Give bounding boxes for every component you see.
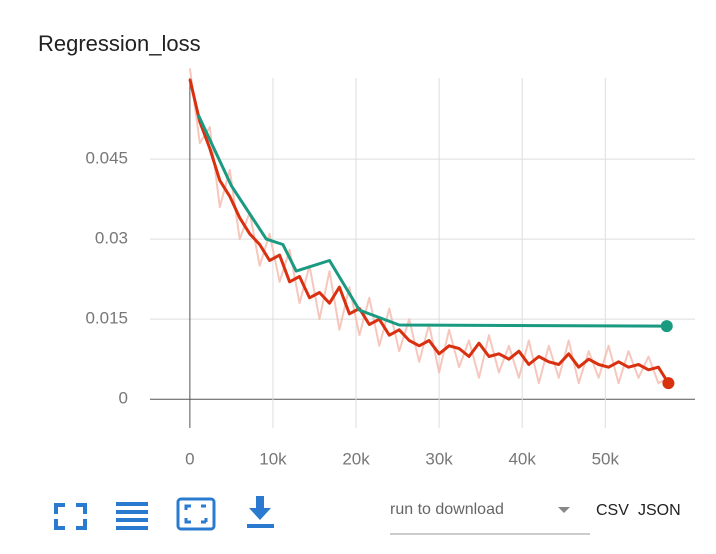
chart-title: Regression_loss [38, 31, 201, 56]
x-tick-label: 30k [425, 449, 453, 468]
csv-link[interactable]: CSV [596, 502, 629, 519]
fit-domain-button[interactable] [176, 497, 216, 531]
run-select[interactable]: run to download [390, 501, 504, 518]
y-tick-label: 0 [119, 389, 128, 408]
y-tick-label: 0.045 [85, 149, 128, 168]
x-tick-label: 50k [592, 449, 620, 468]
log-scale-button[interactable] [116, 502, 148, 530]
download-button[interactable] [247, 496, 274, 528]
series-line [188, 78, 670, 384]
fullscreen-button[interactable] [54, 503, 87, 530]
x-tick-label: 40k [508, 449, 536, 468]
dropdown-arrow[interactable] [558, 507, 570, 513]
end-marker [662, 377, 675, 390]
end-marker [660, 320, 673, 333]
series-line [188, 68, 669, 385]
series-line [196, 114, 667, 328]
y-tick-label: 0.03 [95, 229, 128, 248]
json-link[interactable]: JSON [638, 502, 681, 519]
y-tick-label: 0.015 [85, 309, 128, 328]
x-tick-label: 20k [342, 449, 370, 468]
plot-area: 0 0.015 0.03 0.045 0 10k 20k 30k 40k 50k [85, 68, 695, 468]
x-tick-label: 10k [259, 449, 287, 468]
x-tick-label: 0 [185, 449, 194, 468]
